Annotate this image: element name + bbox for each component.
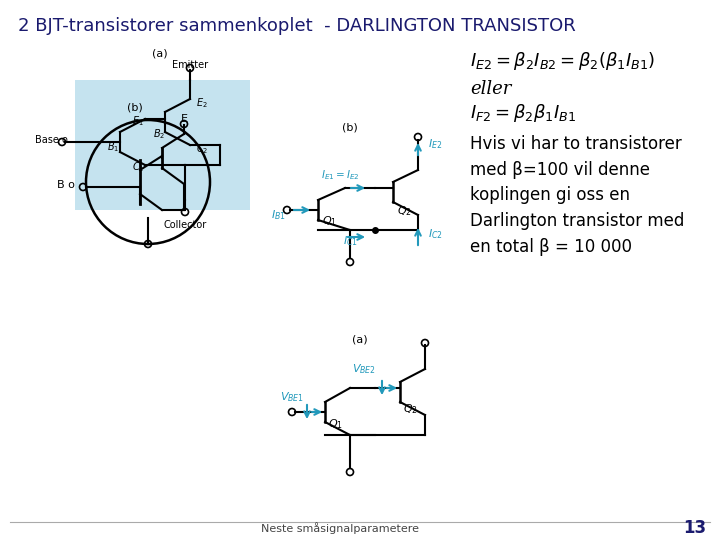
Text: $V_{BE1}$: $V_{BE1}$: [280, 390, 304, 404]
Text: (a): (a): [352, 335, 368, 345]
Text: B o: B o: [57, 180, 75, 190]
Text: 2 BJT-transistorer sammenkoplet  - DARLINGTON TRANSISTOR: 2 BJT-transistorer sammenkoplet - DARLIN…: [18, 17, 576, 35]
Text: $I_{B1}$: $I_{B1}$: [271, 208, 285, 222]
Text: 13: 13: [683, 519, 706, 537]
Text: $Q_2$: $Q_2$: [403, 402, 418, 416]
Text: (b): (b): [342, 122, 358, 132]
Text: Collector: Collector: [163, 220, 207, 230]
Text: Neste småsignalparametere: Neste småsignalparametere: [261, 522, 419, 534]
Text: Base o: Base o: [35, 135, 68, 145]
Text: $B_1$: $B_1$: [107, 140, 120, 154]
Text: $I_{E2} = \beta_2 I_{B2} = \beta_2(\beta_1 I_{B1})$: $I_{E2} = \beta_2 I_{B2} = \beta_2(\beta…: [470, 50, 655, 72]
Text: E: E: [181, 114, 187, 124]
Text: $E_2$: $E_2$: [196, 96, 207, 110]
Text: $Q_2$: $Q_2$: [397, 204, 412, 218]
Text: $E_1$: $E_1$: [132, 114, 144, 128]
Text: $C_2$: $C_2$: [196, 142, 208, 156]
Text: Emitter: Emitter: [172, 60, 208, 70]
Text: $I_{F2} = \beta_2\beta_1 I_{B1}$: $I_{F2} = \beta_2\beta_1 I_{B1}$: [470, 102, 576, 124]
Text: $B_2$: $B_2$: [153, 127, 165, 141]
Text: $Q_1$: $Q_1$: [322, 214, 337, 228]
Text: $I_{E1}=I_{E2}$: $I_{E1}=I_{E2}$: [320, 168, 359, 182]
Text: $C_1$: $C_1$: [132, 160, 145, 174]
Text: $I_{C1}$: $I_{C1}$: [343, 234, 357, 248]
Text: $Q_1$: $Q_1$: [328, 417, 343, 431]
Bar: [75, 80, 250, 210]
Text: $I_{E2}$: $I_{E2}$: [428, 137, 442, 151]
Text: $V_{BE2}$: $V_{BE2}$: [352, 362, 376, 376]
Text: (a): (a): [152, 48, 168, 58]
Text: Hvis vi har to transistorer
med β=100 vil denne
koplingen gi oss en
Darlington t: Hvis vi har to transistorer med β=100 vi…: [470, 135, 685, 256]
Text: eller: eller: [470, 80, 511, 98]
Text: $I_{C2}$: $I_{C2}$: [428, 227, 443, 241]
Text: (b): (b): [127, 102, 143, 112]
